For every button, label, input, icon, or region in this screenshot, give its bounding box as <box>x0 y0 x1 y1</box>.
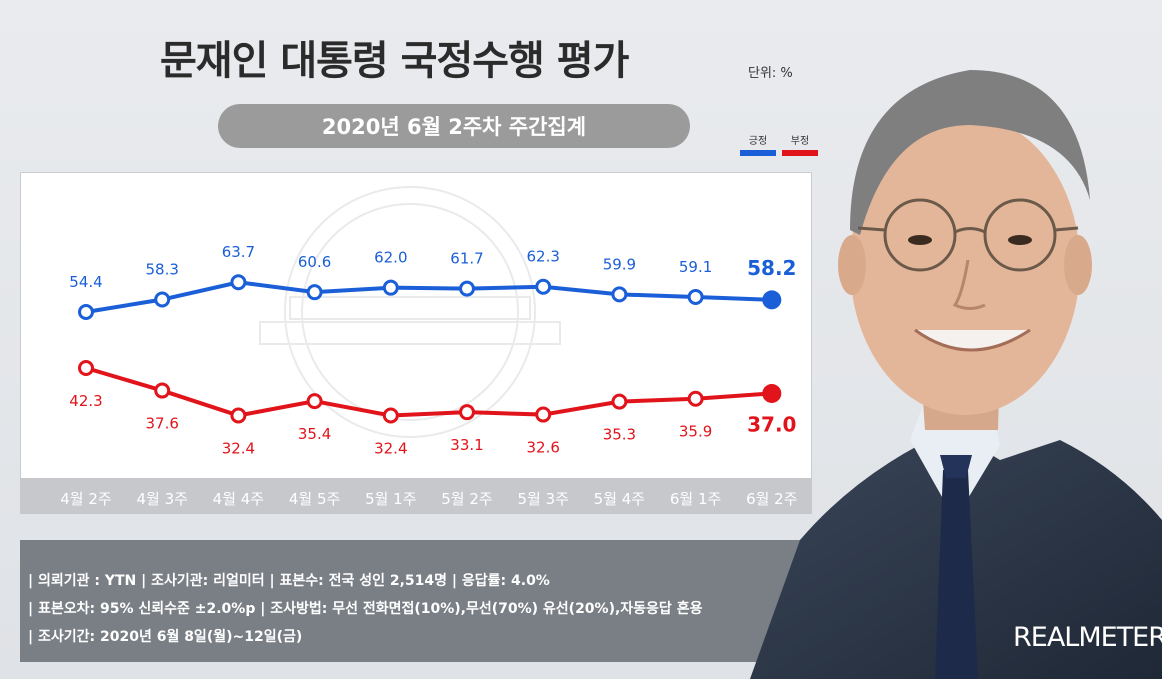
negative-point <box>459 404 475 421</box>
legend-negative: 부정 <box>782 132 818 156</box>
negative-value-label: 42.3 <box>69 392 102 410</box>
watermark-seal <box>259 186 561 438</box>
negative-value-label: 32.4 <box>374 440 407 458</box>
survey-info-line-3: | 조사기간: 2020년 6월 8일(월)~12일(금) <box>28 629 303 645</box>
negative-point <box>382 407 399 424</box>
legend-negative-label: 부정 <box>790 136 810 147</box>
legend-positive-label: 긍정 <box>748 136 768 147</box>
brand-logo: REALMETER <box>1013 622 1162 653</box>
positive-point <box>154 291 171 308</box>
value-labels: 42.3 37.6 32.4 35.4 32.4 33.1 32.6 35.3 35.9 37.0… <box>69 243 796 457</box>
negative-point <box>154 382 171 399</box>
positive-value-label: 62.3 <box>526 248 559 266</box>
positive-value-label: 59.1 <box>679 258 712 276</box>
negative-point <box>611 393 628 410</box>
x-tick-label: 4월 5주 <box>289 490 340 508</box>
legend-negative-swatch <box>782 150 818 156</box>
x-tick-label: 6월 1주 <box>670 490 721 508</box>
legend-positive-swatch <box>740 150 776 156</box>
negative-value-label: 37.6 <box>145 415 178 433</box>
positive-value-label: 63.7 <box>222 243 255 261</box>
legend-positive: 긍정 <box>740 132 776 156</box>
positive-value-label: 58.3 <box>145 261 178 279</box>
x-tick-label: 4월 4주 <box>213 490 264 508</box>
survey-info-line-1: | 의뢰기관 : YTN | 조사기관: 리얼미터 | 표본수: 전국 성인 2… <box>28 573 550 589</box>
negative-value-label: 35.4 <box>298 425 331 443</box>
positive-point <box>535 278 552 295</box>
negative-point <box>687 390 704 407</box>
series-positive <box>78 274 782 320</box>
line-chart: 42.3 37.6 32.4 35.4 32.4 33.1 32.6 35.3 35.9 37.0… <box>60 186 798 508</box>
x-tick-label: 5월 4주 <box>594 490 645 508</box>
chart-title: 문재인 대통령 국정수행 평가 <box>160 38 629 84</box>
period-badge: 2020년 6월 2주차 주간집계 <box>218 104 690 148</box>
negative-line <box>85 366 772 418</box>
positive-point <box>78 304 94 320</box>
negative-point <box>762 383 782 403</box>
positive-point <box>611 286 628 303</box>
x-tick-label: 5월 3주 <box>517 490 568 508</box>
x-axis-ticks: 4월 2주 4월 3주 4월 4주 4월 5주 5월 1주 5월 2주 5월 3주 5월 4주… <box>60 490 797 508</box>
negative-value-label: 35.3 <box>603 426 636 444</box>
unit-label: 단위: % <box>748 66 793 81</box>
positive-point <box>306 284 323 301</box>
negative-point <box>230 407 247 424</box>
negative-point <box>306 393 323 410</box>
negative-value-label: 32.6 <box>526 439 559 457</box>
positive-value-label: 59.9 <box>603 255 636 273</box>
positive-point <box>687 288 704 305</box>
x-tick-label: 5월 2주 <box>441 490 492 508</box>
negative-value-label: 33.1 <box>450 436 483 454</box>
x-axis-band <box>20 478 812 514</box>
negative-value-label: 32.4 <box>222 440 255 458</box>
positive-line <box>85 280 772 314</box>
negative-point <box>535 406 552 423</box>
negative-value-label: 37.0 <box>747 412 796 436</box>
positive-point <box>762 290 782 310</box>
positive-value-label: 61.7 <box>450 250 483 268</box>
survey-info-line-2: | 표본오차: 95% 신뢰수준 ±2.0%p | 조사방법: 무선 전화면접(… <box>28 601 703 617</box>
positive-value-label: 60.6 <box>298 253 331 271</box>
survey-info-panel: | 의뢰기관 : YTN | 조사기관: 리얼미터 | 표본수: 전국 성인 2… <box>20 540 810 662</box>
chart-panel <box>20 172 812 514</box>
positive-value-label: 58.2 <box>747 256 796 280</box>
x-tick-label: 6월 2주 <box>746 490 797 508</box>
positive-point <box>459 280 475 297</box>
x-tick-label: 4월 2주 <box>60 490 111 508</box>
positive-point <box>230 274 247 291</box>
negative-value-label: 35.9 <box>679 423 712 441</box>
positive-value-label: 54.4 <box>69 273 102 291</box>
negative-point <box>78 360 94 376</box>
positive-point <box>382 279 399 296</box>
series-negative <box>78 360 782 424</box>
x-tick-label: 5월 1주 <box>365 490 416 508</box>
x-tick-label: 4월 3주 <box>136 490 187 508</box>
positive-value-label: 62.0 <box>374 249 407 267</box>
president-portrait <box>750 70 1162 679</box>
